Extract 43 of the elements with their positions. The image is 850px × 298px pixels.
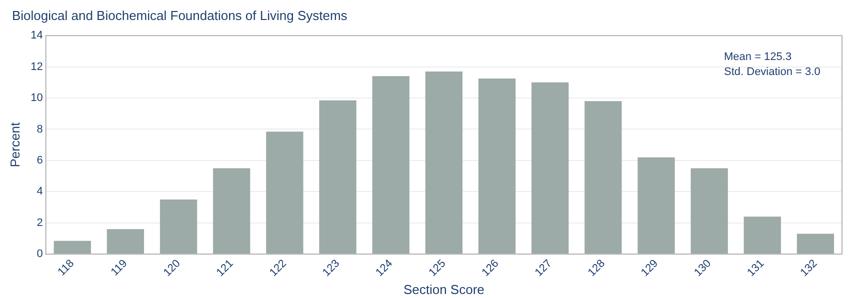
x-tick-label: 122 xyxy=(267,258,289,279)
annotation: Mean = 125.3 xyxy=(724,51,792,64)
y-tick-label: 4 xyxy=(36,186,43,198)
bar xyxy=(690,168,728,254)
x-tick-label: 125 xyxy=(426,258,448,279)
bar xyxy=(531,82,569,254)
y-tick-label: 8 xyxy=(36,123,43,136)
y-tick-label: 14 xyxy=(30,30,43,42)
bar xyxy=(106,229,144,254)
bar xyxy=(744,216,781,254)
bar xyxy=(54,240,91,254)
x-tick-label: 126 xyxy=(480,258,502,279)
x-tick-label: 121 xyxy=(214,258,236,279)
x-tick-label: 118 xyxy=(56,258,77,278)
x-tick-label: 129 xyxy=(639,258,660,279)
x-tick-label: 120 xyxy=(161,258,183,279)
x-tick-label: 124 xyxy=(374,258,396,279)
annotation: Std. Deviation = 3.0 xyxy=(724,66,820,78)
chart-title: Biological and Biochemical Foundations of Living Systems xyxy=(12,8,348,23)
bar xyxy=(584,101,622,254)
bar xyxy=(213,168,250,254)
y-tick-label: 0 xyxy=(36,248,43,260)
x-tick-label: 130 xyxy=(692,258,714,279)
bar xyxy=(796,234,834,254)
x-tick-label: 131 xyxy=(745,258,767,279)
bar xyxy=(266,132,304,254)
y-tick-label: 6 xyxy=(36,154,43,166)
y-tick-label: 10 xyxy=(30,92,43,104)
x-tick-label: 128 xyxy=(586,258,608,279)
y-tick-label: 12 xyxy=(30,60,43,73)
y-axis-title: Percent xyxy=(7,122,22,168)
y-tick-label: 2 xyxy=(36,216,43,229)
x-tick-label: 123 xyxy=(320,258,342,279)
bar xyxy=(638,157,675,254)
x-tick-label: 119 xyxy=(108,258,130,278)
bar xyxy=(372,76,410,254)
x-axis-title: Section Score xyxy=(403,282,484,297)
bar xyxy=(319,100,356,254)
bar xyxy=(425,71,462,254)
bar xyxy=(478,78,516,254)
x-tick-label: 127 xyxy=(532,258,554,279)
x-tick-label: 132 xyxy=(798,258,820,279)
bar xyxy=(160,199,198,254)
